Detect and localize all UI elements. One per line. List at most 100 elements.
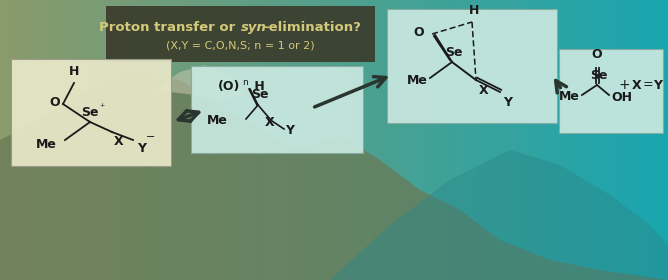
Bar <box>506 0 513 280</box>
Bar <box>150 0 157 280</box>
Bar <box>529 0 535 280</box>
Bar <box>496 0 502 280</box>
Bar <box>28 0 34 280</box>
Bar <box>222 0 229 280</box>
Bar <box>651 0 658 280</box>
Text: Y: Y <box>137 142 146 155</box>
Bar <box>284 0 291 280</box>
Bar <box>33 0 40 280</box>
Bar <box>312 0 318 280</box>
Bar <box>562 0 568 280</box>
Bar <box>334 0 341 280</box>
FancyBboxPatch shape <box>387 9 557 123</box>
Bar <box>117 0 124 280</box>
Bar <box>484 0 491 280</box>
Bar <box>401 0 407 280</box>
Bar <box>61 0 67 280</box>
Bar <box>128 0 134 280</box>
Bar <box>273 0 279 280</box>
Bar <box>546 0 552 280</box>
Bar <box>106 0 112 280</box>
Bar <box>250 0 257 280</box>
Polygon shape <box>0 70 668 280</box>
Bar <box>446 0 452 280</box>
Bar <box>329 0 335 280</box>
Bar <box>245 0 251 280</box>
Bar <box>568 0 574 280</box>
Bar <box>345 0 351 280</box>
Bar <box>379 0 385 280</box>
Bar <box>540 0 546 280</box>
Bar <box>84 0 90 280</box>
Bar <box>262 0 268 280</box>
Bar <box>646 0 652 280</box>
Bar <box>356 0 363 280</box>
Bar <box>473 0 480 280</box>
Text: X: X <box>632 78 642 92</box>
Bar <box>462 0 468 280</box>
Bar <box>212 0 218 280</box>
Bar <box>613 0 619 280</box>
Bar <box>200 0 207 280</box>
Bar <box>339 0 346 280</box>
Bar <box>306 0 313 280</box>
Bar <box>11 0 17 280</box>
Polygon shape <box>330 150 668 280</box>
Bar <box>384 0 391 280</box>
Text: X: X <box>114 135 124 148</box>
Bar <box>456 0 463 280</box>
Bar <box>412 0 418 280</box>
Bar <box>373 0 379 280</box>
Text: H: H <box>69 65 79 78</box>
Bar <box>490 0 496 280</box>
Bar <box>523 0 530 280</box>
Text: O: O <box>413 25 424 39</box>
Bar <box>289 0 296 280</box>
Bar <box>451 0 458 280</box>
Bar <box>440 0 446 280</box>
Bar <box>228 0 234 280</box>
Text: ⁺: ⁺ <box>99 103 104 113</box>
Bar <box>295 0 301 280</box>
Bar <box>167 0 174 280</box>
Bar <box>573 0 580 280</box>
Bar <box>596 0 602 280</box>
Bar <box>50 0 57 280</box>
Bar <box>512 0 518 280</box>
Bar <box>623 0 630 280</box>
Bar <box>5 0 12 280</box>
Bar <box>189 0 196 280</box>
Bar <box>234 0 240 280</box>
FancyBboxPatch shape <box>11 59 171 166</box>
Text: Me: Me <box>559 90 580 102</box>
Bar <box>72 0 79 280</box>
Text: Se: Se <box>446 46 463 59</box>
Bar <box>55 0 62 280</box>
Bar <box>156 0 162 280</box>
Bar <box>551 0 558 280</box>
Text: OH: OH <box>611 90 632 104</box>
Text: H: H <box>469 4 479 17</box>
Bar <box>206 0 212 280</box>
Bar <box>184 0 190 280</box>
Bar <box>367 0 374 280</box>
FancyBboxPatch shape <box>559 49 663 133</box>
Bar <box>429 0 435 280</box>
Bar <box>178 0 184 280</box>
Bar <box>640 0 647 280</box>
Bar <box>267 0 274 280</box>
Bar <box>395 0 401 280</box>
Text: O: O <box>592 48 603 61</box>
Text: (O): (O) <box>218 80 240 92</box>
Bar <box>579 0 585 280</box>
Text: Me: Me <box>36 137 57 151</box>
Bar <box>112 0 118 280</box>
Text: Y: Y <box>285 123 295 137</box>
Bar <box>279 0 285 280</box>
Text: Me: Me <box>207 113 228 127</box>
Bar <box>663 0 668 280</box>
Bar <box>67 0 73 280</box>
Bar <box>657 0 663 280</box>
Bar <box>607 0 613 280</box>
Bar <box>95 0 101 280</box>
